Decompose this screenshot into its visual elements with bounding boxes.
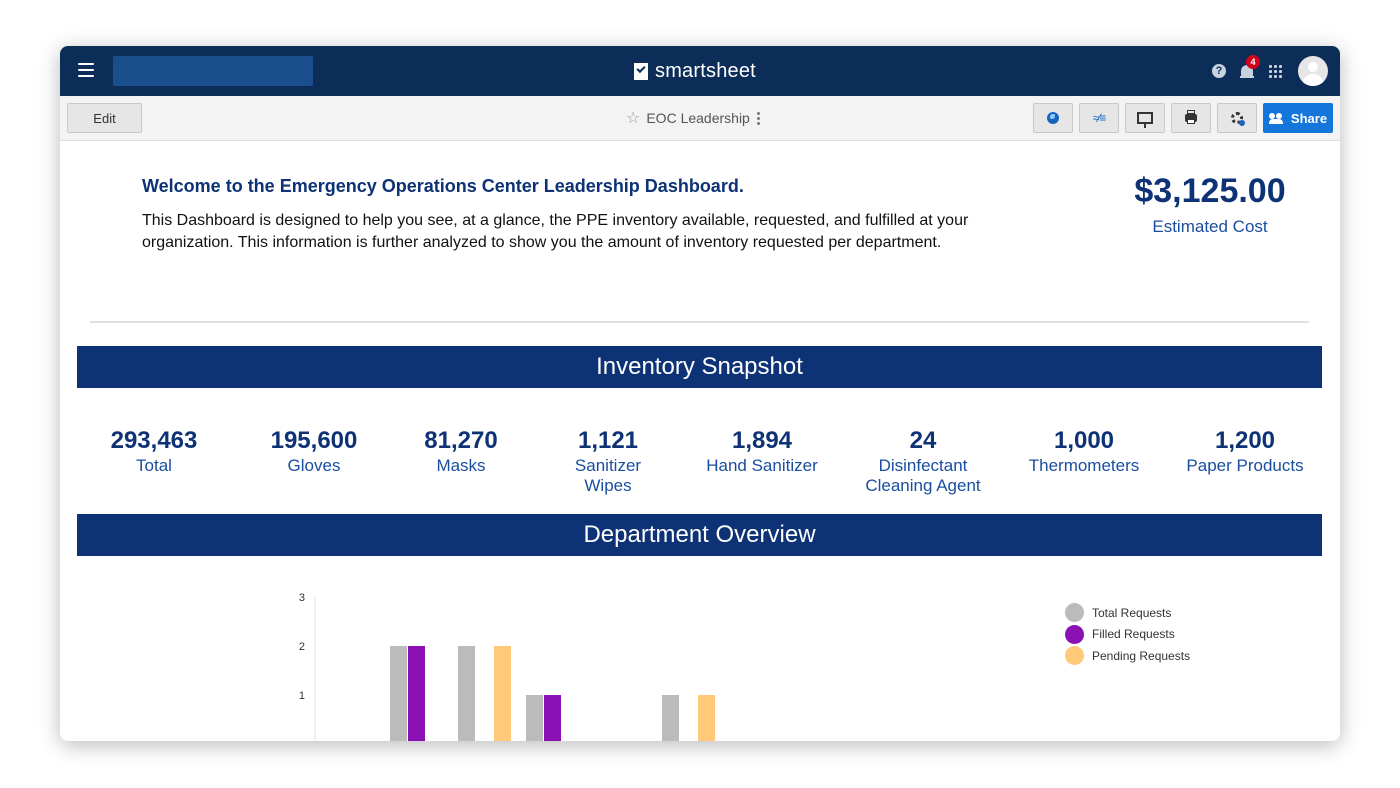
- more-options-icon[interactable]: [756, 111, 760, 126]
- y-tick-label: 1: [299, 690, 305, 702]
- metric-disinfectant-cleaning-agent: 24 Disinfectant Cleaning Agent: [838, 426, 1008, 496]
- y-tick-label: 3: [299, 592, 305, 604]
- notifications-bell-icon[interactable]: 4: [1240, 55, 1260, 79]
- favorite-star-icon[interactable]: ☆: [626, 110, 641, 127]
- metric-value: 81,270: [424, 427, 498, 454]
- welcome-description: This Dashboard is designed to help you s…: [142, 212, 969, 251]
- metric-value: 1,894: [731, 427, 793, 454]
- metric-label: Sanitizer Wipes: [574, 456, 642, 495]
- redacted-workspace-name: [113, 56, 313, 86]
- app-window: smartsheet ? 4 Edit ☆ EOC Leadership ≈⁄≡: [60, 46, 1340, 741]
- metric-masks: 81,270 Masks: [386, 426, 536, 476]
- department-overview-banner: Department Overview: [77, 514, 1322, 556]
- legend-item: Pending Requests: [1065, 645, 1190, 667]
- chart-bar[interactable]: [526, 695, 543, 741]
- share-people-icon: [1268, 113, 1285, 124]
- metric-hand-sanitizer: 1,894 Hand Sanitizer: [687, 426, 837, 476]
- menu-icon[interactable]: [78, 63, 94, 77]
- legend-label: Total Requests: [1092, 605, 1172, 620]
- metric-paper-products: 1,200 Paper Products: [1170, 426, 1320, 476]
- legend-label: Filled Requests: [1092, 627, 1175, 642]
- metric-value: 1,000: [1053, 427, 1115, 454]
- presentation-icon: [1137, 112, 1153, 128]
- metric-label: Hand Sanitizer: [706, 456, 818, 475]
- share-label: Share: [1290, 110, 1328, 126]
- metric-label: Masks: [436, 456, 486, 475]
- activity-log-button[interactable]: ≈⁄≡: [1079, 103, 1119, 133]
- chart-bar[interactable]: [458, 646, 475, 741]
- presentation-button[interactable]: [1125, 103, 1165, 133]
- share-button[interactable]: Share: [1263, 103, 1333, 133]
- brand-logo: smartsheet: [634, 58, 756, 84]
- inventory-snapshot-banner: Inventory Snapshot: [77, 346, 1322, 388]
- legend-item: Total Requests: [1065, 602, 1190, 624]
- metric-label: Gloves: [287, 456, 341, 475]
- department-requests-chart: 1 2 3: [299, 592, 715, 741]
- metric-thermometers: 1,000 Thermometers: [1009, 426, 1159, 476]
- metric-total: 293,463 Total: [79, 426, 229, 476]
- metric-label: Thermometers: [1028, 456, 1140, 475]
- chart-legend: Total Requests Filled Requests Pending Req…: [1065, 602, 1190, 667]
- print-button[interactable]: [1171, 103, 1211, 133]
- y-tick-label: 2: [299, 641, 305, 653]
- metric-value: 195,600: [270, 427, 358, 454]
- estimated-cost-value: $3,125.00: [1134, 172, 1286, 210]
- settings-button[interactable]: [1217, 103, 1257, 133]
- chart-bar[interactable]: [544, 695, 561, 741]
- metric-sanitizer-wipes: 1,121 Sanitizer Wipes: [533, 426, 683, 496]
- section-divider: [90, 321, 1309, 323]
- dashboard-title: ☆ EOC Leadership: [626, 108, 760, 128]
- notification-count-badge: 4: [1246, 55, 1260, 69]
- globe-icon: [1047, 112, 1059, 124]
- publish-globe-button[interactable]: [1033, 103, 1073, 133]
- estimated-cost-label: Estimated Cost: [1152, 217, 1268, 236]
- edit-button[interactable]: Edit: [67, 103, 142, 133]
- legend-label: Pending Requests: [1092, 648, 1191, 663]
- metric-label: Disinfectant Cleaning Agent: [865, 456, 981, 495]
- print-icon: [1185, 110, 1197, 124]
- metric-gloves: 195,600 Gloves: [239, 426, 389, 476]
- activity-log-icon: ≈⁄≡: [1092, 111, 1107, 125]
- legend-swatch: [1065, 603, 1084, 623]
- metric-label: Paper Products: [1186, 456, 1304, 475]
- settings-icon: [1231, 112, 1245, 126]
- user-avatar[interactable]: [1298, 56, 1328, 86]
- dashboard-toolbar: Edit ☆ EOC Leadership ≈⁄≡ Share: [60, 96, 1340, 141]
- help-icon[interactable]: ?: [1212, 64, 1226, 78]
- chart-bar[interactable]: [698, 695, 715, 741]
- welcome-title: Welcome to the Emergency Operations Cent…: [142, 176, 744, 196]
- metric-label: Total: [136, 456, 172, 475]
- metric-value: 293,463: [110, 427, 198, 454]
- brand-name: smartsheet: [655, 59, 756, 82]
- chart-bar[interactable]: [494, 646, 511, 741]
- chart-bar[interactable]: [662, 695, 679, 741]
- smartsheet-logo-icon: [634, 62, 648, 80]
- dashboard-title-label: EOC Leadership: [646, 110, 750, 126]
- metric-value: 1,200: [1214, 427, 1276, 454]
- top-nav-bar: smartsheet ? 4: [60, 46, 1340, 96]
- metric-value: 1,121: [577, 427, 639, 454]
- legend-swatch: [1065, 624, 1084, 644]
- legend-item: Filled Requests: [1065, 624, 1190, 646]
- metric-value: 24: [909, 427, 937, 454]
- legend-swatch: [1065, 646, 1084, 666]
- top-right-icons: ? 4: [1212, 55, 1328, 86]
- app-launcher-grid-icon[interactable]: [1268, 64, 1282, 78]
- chart-bar[interactable]: [408, 646, 425, 741]
- chart-bar[interactable]: [390, 646, 407, 741]
